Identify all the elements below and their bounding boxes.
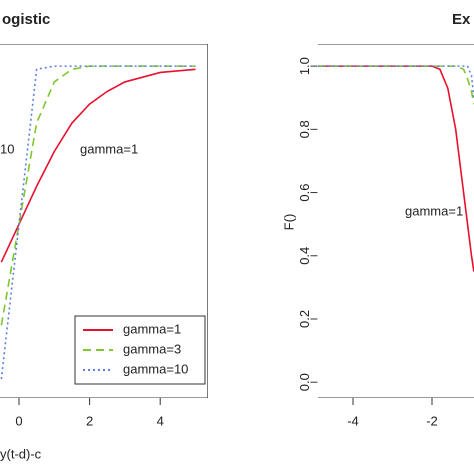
legend-label: gamma=10 [123,361,188,376]
plot-area [0,65,196,380]
plot-box [0,44,208,398]
series-line [318,65,474,272]
x-axis-label: y(t-d)-c [0,446,42,461]
annotation: gamma=1 [405,203,463,218]
panel-title: ogistic [2,11,50,28]
y-tick-label: 0.6 [297,184,312,202]
series-line [0,68,196,263]
plot-area [318,65,474,272]
y-tick-label: 0.8 [297,120,312,138]
plot-box [318,44,474,398]
y-tick-label: 0.4 [297,247,312,265]
y-tick-label: 0.0 [297,373,312,391]
annotation: gamma=1 [80,141,138,156]
x-tick-label: 4 [157,413,164,428]
x-tick-label: 2 [86,413,93,428]
legend-label: gamma=1 [123,321,181,336]
series-line [318,65,474,105]
x-tick-label: -2 [426,413,438,428]
panel-title: Ex [452,11,471,28]
series-line [318,65,474,98]
series-line [0,65,196,380]
x-tick-label: -4 [347,413,359,428]
legend-label: gamma=3 [123,341,181,356]
y-axis-label: F() [281,214,296,231]
annotation: 10 [0,141,14,156]
y-tick-label: 0.2 [297,310,312,328]
series-line [0,65,196,326]
y-tick-label: 1.0 [297,57,312,75]
x-tick-label: 0 [15,413,22,428]
